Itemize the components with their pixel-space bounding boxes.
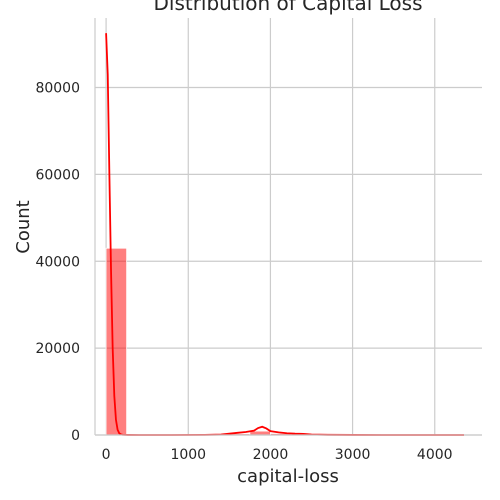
- x-tick-label-3: 3000: [335, 447, 371, 463]
- y-tick-label-2: 40000: [35, 254, 80, 270]
- y-tick-label-3: 60000: [35, 167, 80, 183]
- y-axis-label: Count: [13, 200, 34, 253]
- histogram-bar-0: [105, 247, 128, 436]
- y-tick-label-1: 20000: [35, 341, 80, 357]
- x-tick-label-1: 1000: [170, 447, 206, 463]
- grid-lines: [95, 18, 482, 436]
- kde-curve: [105, 33, 465, 436]
- x-axis-label: capital-loss: [237, 466, 339, 487]
- chart-title: Distribution of Capital Loss: [153, 0, 422, 15]
- y-tick-label-0: 0: [71, 428, 80, 444]
- histogram-bars: [105, 247, 312, 436]
- x-tick-label-4: 4000: [417, 447, 453, 463]
- y-tick-label-4: 80000: [35, 81, 80, 97]
- x-tick-label-0: 0: [102, 447, 111, 463]
- x-tick-label-2: 2000: [253, 447, 289, 463]
